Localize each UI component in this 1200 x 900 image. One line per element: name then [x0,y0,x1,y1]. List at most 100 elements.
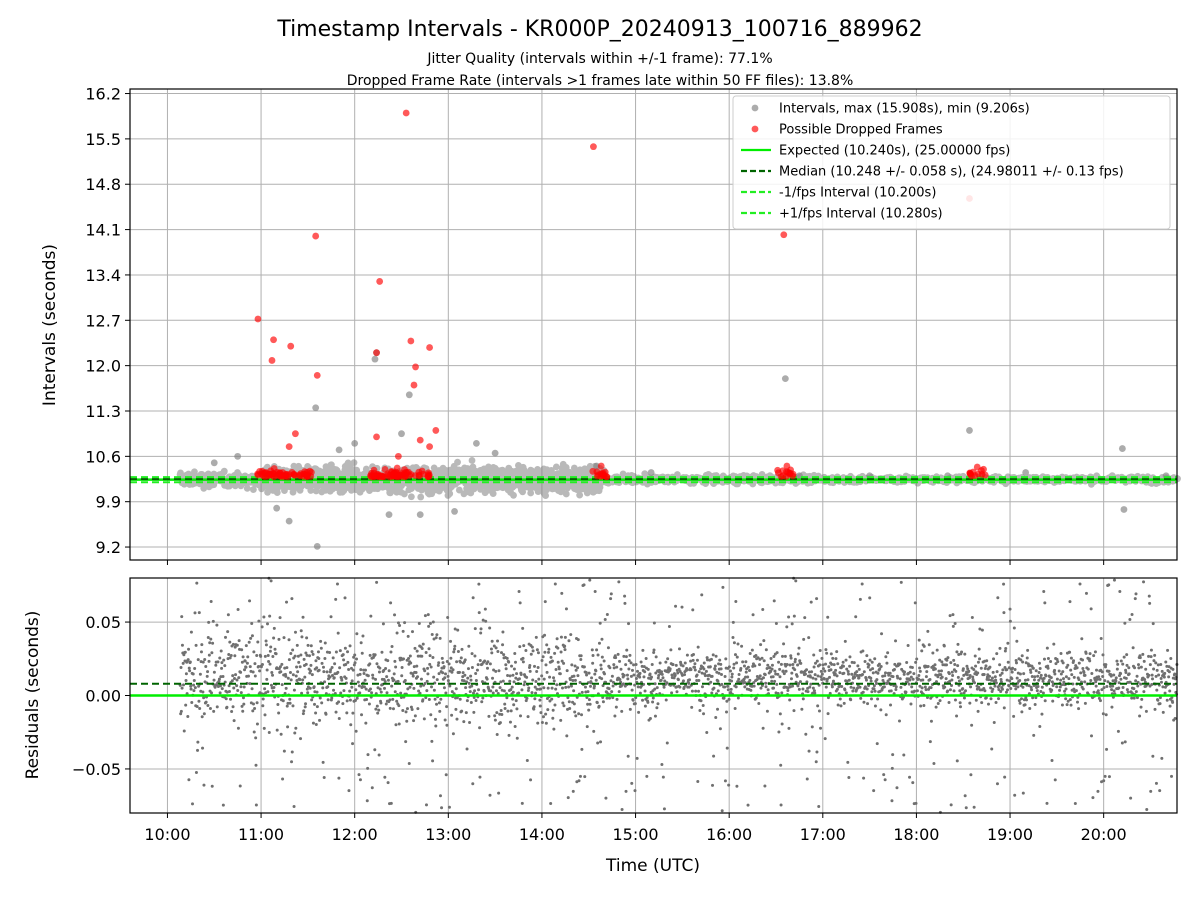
chart-title: Timestamp Intervals - KR000P_20240913_10… [276,17,922,42]
residual-point [343,646,347,650]
residual-point [193,686,197,690]
residual-point [534,680,538,684]
residual-point [533,697,537,701]
residual-point [573,710,577,714]
dropped-frame-point [980,465,987,473]
residual-point [526,689,530,693]
residual-point [235,678,239,682]
residual-point [565,669,569,673]
residual-point [600,655,604,659]
residual-point [467,681,471,685]
residual-point [511,673,515,677]
residual-point [425,679,429,683]
residual-point [759,643,763,647]
residual-point [582,665,586,669]
residual-point [493,714,497,718]
residual-point [250,687,254,691]
residual-point [427,624,431,628]
residual-point [732,641,736,645]
residual-point [415,664,419,668]
residual-point [386,659,390,663]
residual-point [733,706,737,710]
residual-point [563,648,567,652]
residual-point [477,611,481,615]
residual-point [387,669,391,673]
residual-point [553,703,557,707]
residual-point [777,730,781,734]
residual-point [789,677,793,681]
residual-point [227,690,231,694]
residual-point [473,627,477,631]
dropped-frame-point [276,472,284,479]
residual-point [228,640,232,644]
residual-point [271,673,275,677]
top-y-tick-label: 10.6 [85,447,121,466]
residual-point [377,670,381,674]
residual-point [801,687,805,691]
dropped-frame-point [416,436,424,444]
residual-point [947,700,951,704]
residual-point [444,773,448,777]
residual-point [758,674,762,678]
residual-point [239,685,243,689]
residual-point [268,649,272,653]
residual-point [285,600,289,604]
residual-point [928,740,932,744]
interval-point [234,452,242,460]
residual-point [498,686,502,690]
residual-point [333,662,337,666]
residual-point [578,774,582,778]
residual-point [573,664,577,668]
residual-point [287,638,291,642]
residual-point [386,678,390,682]
residual-point [449,656,453,660]
residual-point [517,691,521,695]
residual-point [664,660,668,664]
residual-point [633,683,637,687]
residual-point [591,653,595,657]
residual-point [821,667,825,671]
residual-point [890,766,894,770]
residual-point [651,700,655,704]
residual-point [940,660,944,664]
residual-point [651,696,655,700]
residual-point [344,676,348,680]
residual-point [388,698,392,702]
residual-point [969,685,973,689]
residual-point [787,726,791,730]
residual-point [865,687,869,691]
residual-point [514,699,518,703]
residual-point [570,663,574,667]
residual-point [802,637,806,641]
residual-point [869,679,873,683]
residual-point [413,714,417,718]
residual-point [664,698,668,702]
residual-point [497,669,501,673]
residual-point [842,671,846,675]
residual-point [952,689,956,693]
residual-point [830,685,834,689]
residual-point [588,578,592,582]
residual-point [638,691,642,695]
residual-point [624,655,628,659]
residual-point [792,709,796,713]
x-tick-label: 11:00 [238,825,284,844]
residual-point [400,665,404,669]
dropped-frame-point [270,336,277,344]
residual-point [288,701,292,705]
residual-point [815,750,819,754]
residual-point [713,664,717,668]
residual-point [882,773,886,777]
residual-point [731,636,735,640]
residual-point [688,678,692,682]
residual-point [677,647,681,651]
residual-point [256,640,260,644]
residual-point [898,662,902,666]
interval-point [519,488,527,496]
residual-point [494,646,498,650]
residual-point [463,673,467,677]
residual-point [746,665,750,669]
residual-point [215,705,219,709]
residual-point [615,697,619,701]
interval-point [468,457,476,464]
